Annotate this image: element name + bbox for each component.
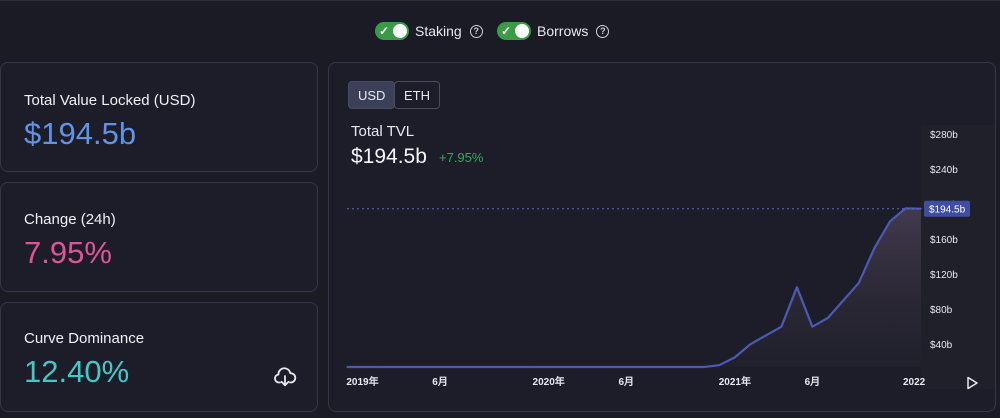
y-axis-band [921,125,995,389]
data-point-2021-03 [765,334,767,337]
y-tick-label: $280b [930,130,958,141]
check-icon: ✓ [379,24,390,38]
chart-value: $194.5b [351,145,427,168]
data-point-2020-07 [640,366,643,368]
data-point-2020-12 [718,364,721,367]
y-tick-label: $160b [930,235,958,246]
x-tick-label: 2022 [903,377,926,388]
x-tick-label: 6月 [805,376,821,388]
staking-toggle-group: ✓ Staking ? [375,22,483,40]
staking-label: Staking [415,23,462,39]
top-divider [0,0,1000,1]
tvl-card: Total Value Locked (USD) $194.5b [0,62,318,172]
data-point-2021-06 [811,325,814,328]
data-point-2021-04 [780,325,783,328]
current-value-label: $194.5b [929,205,966,216]
question-circle-icon[interactable]: ? [469,24,483,38]
y-tick-label: $40b [930,340,953,351]
dominance-label: Curve Dominance [24,330,145,347]
staking-switch[interactable]: ✓ [375,22,409,40]
tvl-chart[interactable]: $40b$80b$120b$160b$200b$240b$280b 2019年6… [329,63,995,411]
y-tick-label: $240b [930,165,958,176]
data-point-2021-02 [749,343,752,346]
y-tick-label: $120b [930,270,958,281]
data-point-2019-08 [470,366,472,368]
x-tick-label: 6月 [618,376,634,388]
change-label: Change (24h) [24,211,116,228]
data-point-2021-05 [796,286,798,289]
switch-knob [393,24,407,38]
data-point-2021-11 [889,220,891,223]
tvl-area [347,208,921,367]
data-point-2019-04 [408,366,410,368]
chart-title: Total TVL [351,123,415,140]
dominance-card: Curve Dominance 12.40% [0,302,318,412]
question-circle-icon[interactable]: ? [596,24,610,38]
borrows-label: Borrows [537,23,589,39]
x-tick-label: 2019年 [346,375,378,388]
data-point-2022-01 [920,207,922,210]
chart-panel: USD ETH Total TVL $194.5b +7.95% $40b $80… [328,62,996,412]
x-tick-label: 2021年 [719,375,751,388]
tvl-label: Total Value Locked (USD) [24,92,196,109]
data-point-2021-07 [827,317,829,319]
x-tick-label: 6月 [432,376,448,388]
check-icon: ✓ [501,24,512,38]
data-point-2020-06 [625,366,628,368]
data-point-2019-06 [439,366,441,368]
data-point-2019-02 [377,366,379,368]
current-value-badge [924,200,970,217]
tvl-value: $194.5b [24,116,137,151]
data-point-2020-11 [703,366,705,368]
data-point-2021-12 [904,207,907,210]
data-point-2021-01 [734,356,736,359]
x-tick-label: 2020年 [533,375,565,388]
data-point-2021-10 [873,246,876,249]
switch-knob [515,24,529,38]
change-value: 7.95% [24,235,112,270]
play-icon[interactable] [965,376,979,390]
currency-usd-button[interactable]: USD [348,81,396,109]
borrows-switch[interactable]: ✓ [497,22,531,40]
download-cloud-icon[interactable] [273,365,297,389]
data-point-2021-09 [858,282,860,284]
data-point-2020-04 [594,366,597,368]
data-point-2021-08 [842,299,845,302]
data-point-2019-10 [501,366,503,368]
dominance-value: 12.40% [24,354,130,389]
y-tick-label: $80b [930,305,953,316]
chart-change: +7.95% [439,150,484,165]
borrows-toggle-group: ✓ Borrows ? [497,22,610,40]
change-card: Change (24h) 7.95% [0,182,318,292]
data-point-2019-12 [532,366,534,368]
data-point-2020-10 [687,366,690,368]
data-point-2020-08 [656,366,659,368]
data-point-2018-12 [346,366,348,368]
currency-eth-button[interactable]: ETH [394,81,440,109]
data-point-2020-09 [671,366,674,368]
data-point-2020-02 [563,366,565,368]
